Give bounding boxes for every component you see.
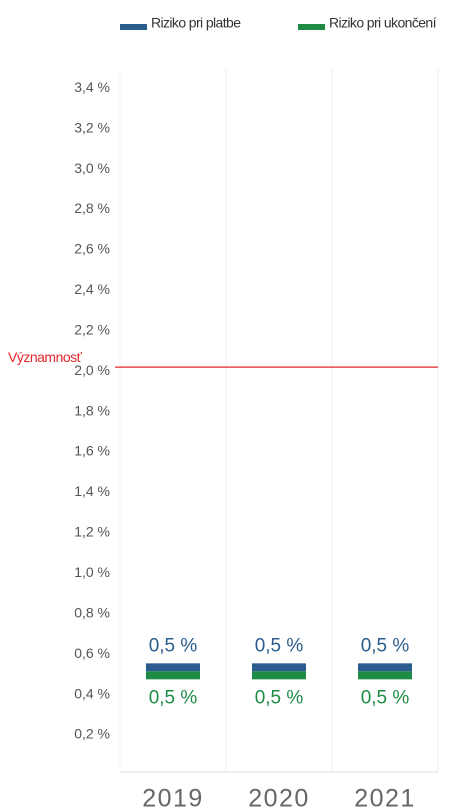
data-label: 0,5 % [149, 635, 198, 656]
y-tick-label: 1,6 % [74, 443, 110, 459]
data-label: 0,5 % [361, 687, 410, 708]
data-label: 0,5 % [255, 635, 304, 656]
legend-label: Riziko pri platbe [151, 15, 241, 31]
marker [358, 671, 412, 680]
y-tick-label: 2,4 % [74, 281, 110, 297]
x-tick-label: 2019 [142, 785, 204, 812]
legend-swatch [298, 24, 325, 30]
marker [252, 663, 306, 672]
y-tick-label: 2,2 % [74, 321, 110, 337]
y-tick-label: 3,2 % [74, 119, 110, 135]
y-tick-label: 2,0 % [74, 362, 110, 378]
y-tick-label: 0,4 % [74, 685, 110, 701]
y-tick-label: 1,8 % [74, 402, 110, 418]
y-tick-label: 2,8 % [74, 200, 110, 216]
y-tick-label: 0,6 % [74, 645, 110, 661]
y-tick-label: 1,2 % [74, 524, 110, 540]
marker [252, 671, 306, 680]
legend-label: Riziko pri ukončení [329, 15, 437, 31]
y-tick-label: 3,4 % [74, 79, 110, 95]
y-tick-label: 2,6 % [74, 241, 110, 257]
data-label: 0,5 % [361, 635, 410, 656]
y-tick-label: 1,0 % [74, 564, 110, 580]
y-tick-label: 0,2 % [74, 726, 110, 742]
data-label: 0,5 % [149, 687, 198, 708]
legend-swatch [120, 24, 147, 30]
marker [358, 663, 412, 672]
y-tick-label: 1,4 % [74, 483, 110, 499]
threshold-label: Významnosť [8, 349, 83, 365]
y-tick-label: 0,8 % [74, 604, 110, 620]
x-tick-label: 2020 [248, 785, 310, 812]
x-tick-label: 2021 [354, 785, 416, 812]
y-tick-label: 3,0 % [74, 160, 110, 176]
marker [146, 671, 200, 680]
marker [146, 663, 200, 672]
data-label: 0,5 % [255, 687, 304, 708]
